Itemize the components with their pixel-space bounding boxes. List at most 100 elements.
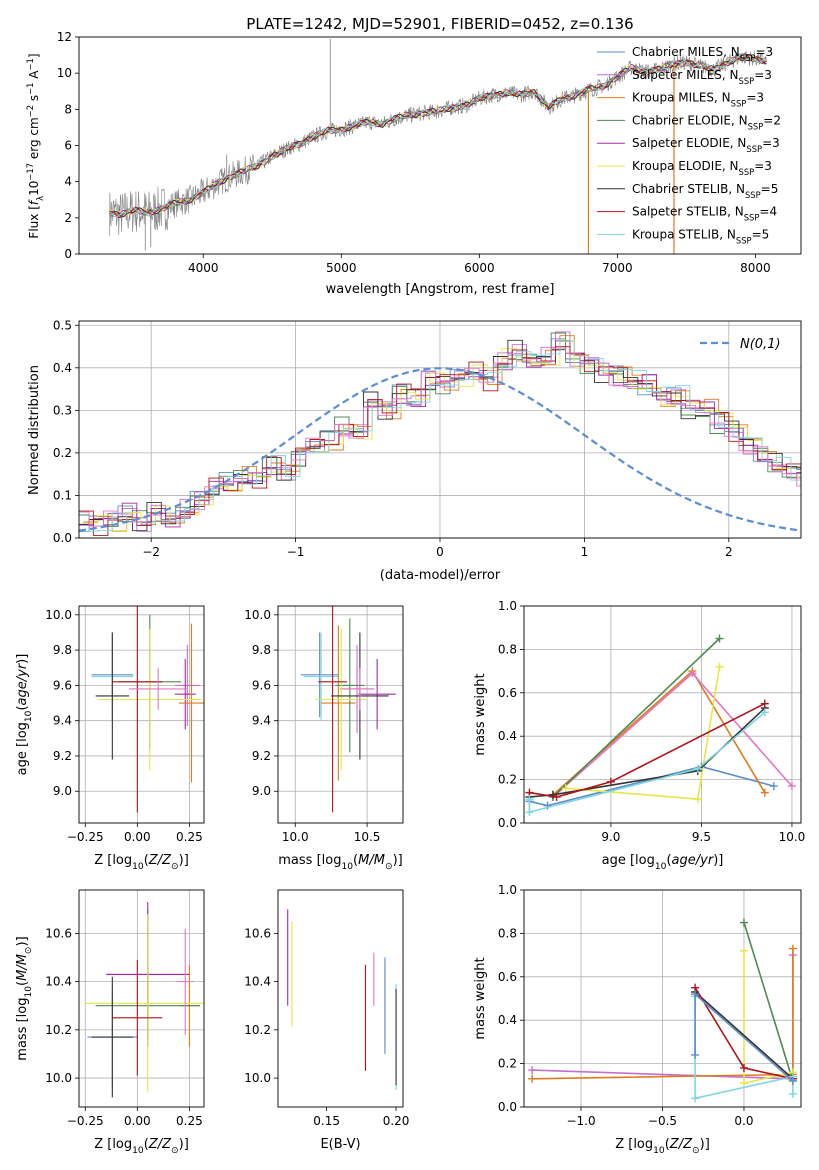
series-marker [561, 784, 570, 793]
panel-mass-vs-Z: −0.25 0.00 0.25 10.0 10.2 10.4 10.6 Z [log10(Z/… [15, 889, 205, 1156]
series-marker [528, 1074, 537, 1083]
y-tick-label: 0.4 [498, 1013, 517, 1027]
x-tick-label: 7000 [602, 261, 633, 275]
y-tick-label: 0.6 [498, 970, 517, 984]
y-tick-label: 9.0 [252, 784, 271, 798]
x-tick-label: 0.25 [176, 830, 203, 844]
y-tick-label: 10.0 [244, 1071, 271, 1085]
x-tick-label: 0.00 [124, 1114, 151, 1128]
model-line [109, 53, 767, 218]
x-tick-label: 6000 [464, 261, 495, 275]
y-tick-label: 0.2 [498, 773, 517, 787]
series-marker [787, 782, 796, 791]
x-axis-label: E(B-V) [320, 1137, 360, 1152]
x-tick-label: −0.25 [67, 830, 104, 844]
legend-entry: Kroupa ELODIE, NSSP=3 [632, 159, 772, 177]
series-marker [525, 795, 534, 804]
y-tick-label: 10.0 [45, 1071, 72, 1085]
legend-entry: Salpeter STELIB, NSSP=4 [632, 205, 777, 223]
series-marker [543, 801, 552, 810]
y-tick-label: 0.3 [53, 403, 72, 417]
x-tick-label: −0.5 [648, 1114, 677, 1128]
hist-step [79, 346, 801, 536]
y-axis-label: mass weight [473, 673, 488, 755]
hist-step [79, 332, 801, 528]
y-tick-label: 10 [57, 66, 72, 80]
series-marker [715, 634, 724, 643]
x-tick-label: 4000 [188, 261, 219, 275]
y-tick-label: 10.0 [244, 608, 271, 622]
x-tick-label: 10.0 [779, 830, 806, 844]
panel-age-vs-mass: 10.0 10.5 9.0 9.2 9.4 9.6 9.8 10.0 mass [log10(M… [244, 605, 404, 872]
y-tick-label: 4 [64, 175, 72, 189]
panel-mass-vs-EBV: 0.15 0.20 10.0 10.2 10.4 10.6 E(B-V) [244, 889, 410, 1152]
legend-entry: Chabrier STELIB, NSSP=5 [632, 182, 778, 200]
x-tick-label: 0.20 [383, 1114, 410, 1128]
series-marker [788, 944, 797, 953]
y-axis-label: Flux [fλ10−17 erg cm−2 s−1 A−1] [25, 53, 45, 238]
y-tick-label: 0.8 [498, 926, 517, 940]
series-line [529, 702, 766, 798]
x-tick-label: 9.0 [601, 830, 620, 844]
hist-step [83, 341, 801, 532]
series-marker [739, 946, 748, 955]
series-marker [693, 764, 702, 773]
y-axis-label: age [log10(age/yr)] [15, 654, 34, 776]
x-tick-label: 10.5 [354, 830, 381, 844]
plot-area [287, 909, 397, 1091]
x-tick-label: 1 [581, 545, 589, 559]
legend-entry: Kroupa MILES, NSSP=3 [632, 91, 764, 109]
hist-step [83, 335, 801, 532]
y-tick-label: 9.8 [252, 643, 271, 657]
x-tick-label: −1.0 [566, 1114, 595, 1128]
x-axis-label: Z [log10(Z/Z⊙)] [615, 1137, 710, 1156]
axes-frame [277, 605, 404, 824]
x-axis-label: Z [log10(Z/Z⊙)] [94, 1137, 189, 1156]
y-tick-label: 9.8 [53, 643, 72, 657]
y-axis-label: mass [log10(M/M⊙)] [15, 936, 34, 1060]
plot-area [85, 902, 204, 1098]
x-tick-label: 5000 [326, 261, 357, 275]
series-marker [760, 699, 769, 708]
series-line [528, 711, 766, 814]
axes-frame [78, 36, 802, 255]
x-axis-label: Z [log10(Z/Z⊙)] [94, 853, 189, 872]
y-tick-label: 9.2 [252, 749, 271, 763]
series-line [529, 707, 766, 798]
series-marker [739, 1063, 748, 1072]
x-axis-label: wavelength [Angstrom, rest frame] [326, 282, 555, 297]
y-tick-label: 0.2 [498, 1057, 517, 1071]
model-line [109, 52, 767, 218]
y-tick-label: 0.1 [53, 488, 72, 502]
axes-frame [523, 605, 802, 824]
x-tick-label: 8000 [740, 261, 771, 275]
series-line [529, 765, 775, 807]
y-tick-label: 1.0 [498, 883, 517, 897]
x-tick-label: 9.5 [692, 830, 711, 844]
x-tick-label: −0.25 [67, 1114, 104, 1128]
y-tick-label: 0.5 [53, 318, 72, 332]
y-tick-label: 0.8 [498, 642, 517, 656]
panel-age-vs-Z: −0.25 0.00 0.25 9.0 9.2 9.4 9.6 9.8 10.0 Z [log10… [15, 605, 205, 872]
y-axis-label: Normed distribution [27, 365, 42, 495]
plot-area [109, 38, 767, 254]
x-tick-label: 2 [725, 545, 733, 559]
legend-entry: Kroupa STELIB, NSSP=5 [632, 227, 769, 245]
axes-frame [277, 889, 404, 1108]
y-tick-label: 10.0 [45, 608, 72, 622]
series-line [694, 991, 794, 1080]
panel-residuals: −2 −1 0 1 2 0.0 0.1 0.2 0.3 0.4 0.5 N(0,1) (data-mod… [27, 318, 802, 583]
y-tick-label: 6 [64, 139, 72, 153]
y-tick-label: 0.4 [498, 729, 517, 743]
series-marker [688, 669, 697, 678]
x-axis-label: age [log10(age/yr)] [602, 853, 724, 872]
series-marker [552, 792, 561, 801]
legend-entry: N(0,1) [740, 337, 781, 352]
y-tick-label: 2 [64, 211, 72, 225]
y-tick-label: 0.4 [53, 361, 72, 375]
y-tick-label: 8 [64, 102, 72, 116]
axes-frame [78, 605, 205, 824]
y-tick-label: 10.2 [45, 1023, 72, 1037]
series-marker [788, 1089, 797, 1098]
